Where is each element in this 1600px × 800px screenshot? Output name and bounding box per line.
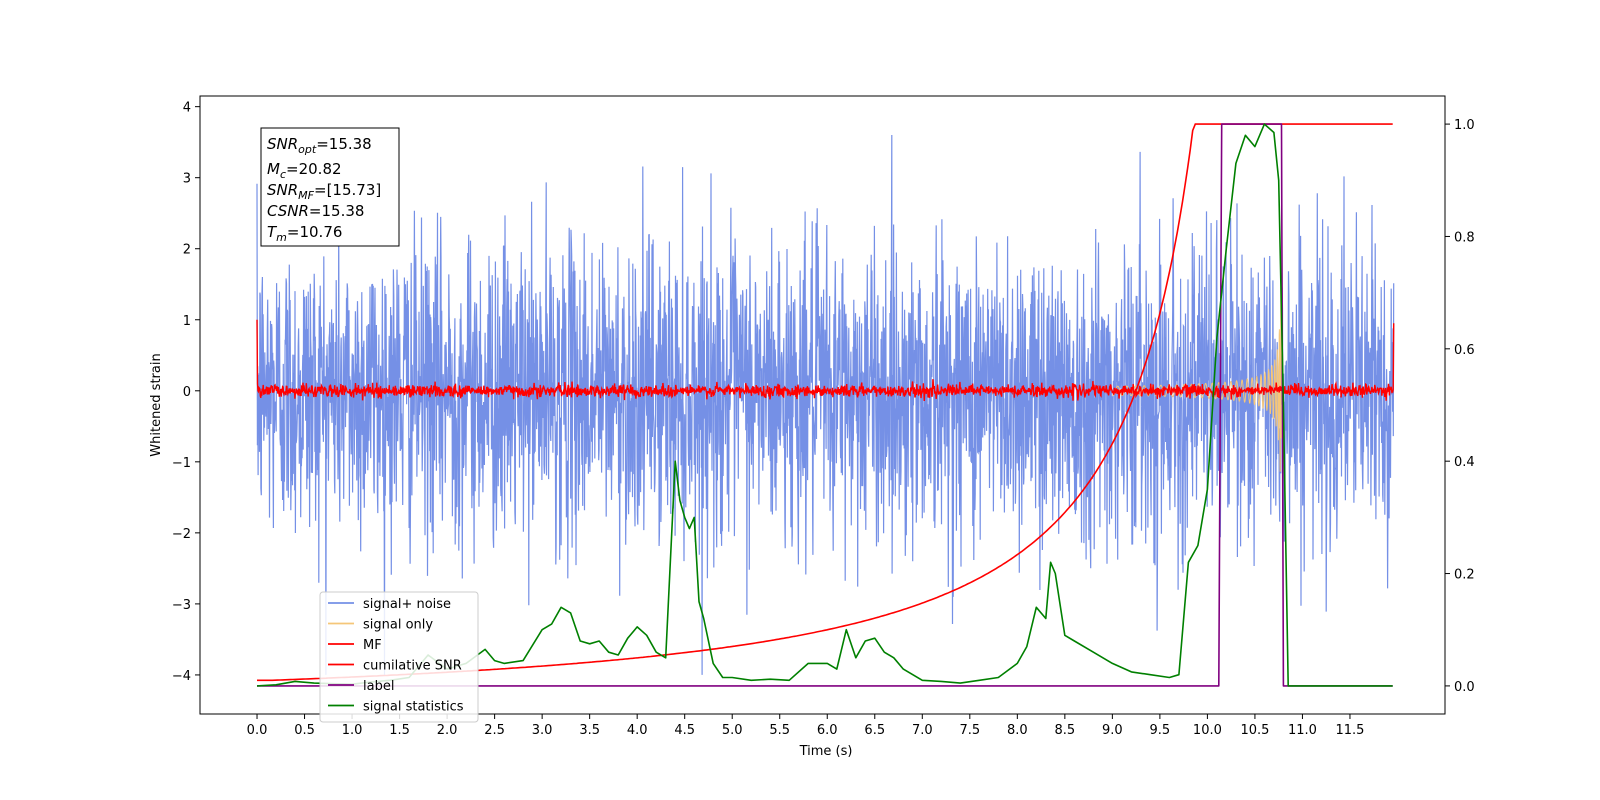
x-tick-label: 3.0 xyxy=(532,723,553,738)
series-mf xyxy=(256,319,1395,402)
x-tick-label: 10.5 xyxy=(1240,723,1269,738)
y-tick-label: 0 xyxy=(183,385,191,400)
y-tick-label: 2 xyxy=(183,243,191,258)
x-tick-label: 11.5 xyxy=(1335,723,1364,738)
y-tick-label: 3 xyxy=(183,172,191,187)
y2-tick-label: 0.4 xyxy=(1454,455,1475,470)
legend-frame xyxy=(319,591,479,723)
info-tm-symbol: T xyxy=(267,223,278,241)
y-tick-label: −4 xyxy=(172,669,191,684)
y-tick-label: −1 xyxy=(172,456,191,471)
axes-layer: 0.0 0.5 1.0 1.5 2.0 2.5 3.0 3.5 4.0 4.5 5.0 5.5 6.0 6… xyxy=(172,101,1475,738)
x-tick-label: 0.5 xyxy=(294,723,315,738)
y-axis-label: Whitened strain xyxy=(149,353,164,456)
y2-tick-label: 0.0 xyxy=(1454,680,1475,695)
y2-tick-label: 0.8 xyxy=(1454,230,1475,245)
x-tick-label: 9.0 xyxy=(1102,723,1123,738)
info-mc-subscript: c xyxy=(280,168,286,181)
legend-label: label xyxy=(363,679,394,694)
info-csnr-symbol: CSNR xyxy=(267,202,309,220)
x-tick-label: 5.5 xyxy=(769,723,790,738)
legend: signal+ noise signal only MF cumilative SNR… xyxy=(319,591,479,723)
y2-tick-label: 0.6 xyxy=(1454,343,1475,358)
y2-tick-label: 0.2 xyxy=(1454,568,1475,583)
info-snr-opt-subscript: opt xyxy=(298,143,317,156)
y2-tick-label: 1.0 xyxy=(1454,118,1475,133)
info-snr-mf-subscript: MF xyxy=(298,189,314,202)
info-mc: Mc=20.82 xyxy=(267,160,342,181)
x-tick-label: 4.5 xyxy=(674,723,695,738)
info-csnr-value: =15.38 xyxy=(309,202,365,220)
y-tick-label: −2 xyxy=(172,527,191,542)
x-tick-label: 6.0 xyxy=(817,723,838,738)
x-tick-label: 11.0 xyxy=(1288,723,1317,738)
series-signal-noise xyxy=(256,134,1395,675)
x-tick-label: 5.0 xyxy=(722,723,743,738)
plot-frame xyxy=(199,95,1446,715)
info-snr-mf-value: =[15.73] xyxy=(314,181,381,199)
info-snr-opt: SNRopt=15.38 xyxy=(267,135,372,156)
y-tick-label: −3 xyxy=(172,598,191,613)
info-tm-value: =10.76 xyxy=(287,223,343,241)
info-box-frame xyxy=(260,127,400,247)
x-tick-label: 1.0 xyxy=(342,723,363,738)
y-tick-label: 1 xyxy=(183,314,191,329)
x-tick-label: 9.5 xyxy=(1150,723,1171,738)
info-mc-symbol: M xyxy=(267,160,280,178)
x-tick-label: 1.5 xyxy=(389,723,410,738)
info-box: SNRopt=15.38 Mc=20.82 SNRMF=[15.73] CSNR… xyxy=(260,127,400,247)
x-tick-label: 3.5 xyxy=(579,723,600,738)
legend-label: signal statistics xyxy=(363,700,464,715)
x-tick-label: 7.5 xyxy=(959,723,980,738)
x-tick-label: 7.0 xyxy=(912,723,933,738)
series-signal-statistics xyxy=(256,123,1393,687)
x-tick-label: 10.0 xyxy=(1193,723,1222,738)
info-snr-opt-value: =15.38 xyxy=(316,135,372,153)
x-tick-label: 0.0 xyxy=(247,723,268,738)
x-tick-label: 8.0 xyxy=(1007,723,1028,738)
x-axis-label: Time (s) xyxy=(799,744,853,759)
info-snr-opt-symbol: SNR xyxy=(267,135,298,153)
info-snr-mf-symbol: SNR xyxy=(267,181,298,199)
legend-label: signal only xyxy=(363,618,433,633)
y-tick-label: 4 xyxy=(183,101,191,116)
x-tick-label: 2.0 xyxy=(437,723,458,738)
info-snr-mf: SNRMF=[15.73] xyxy=(267,181,381,202)
info-mc-value: =20.82 xyxy=(286,160,342,178)
legend-label: signal+ noise xyxy=(363,597,451,612)
legend-label: MF xyxy=(363,638,382,653)
x-tick-label: 4.0 xyxy=(627,723,648,738)
info-tm-subscript: m xyxy=(276,231,287,244)
info-csnr: CSNR=15.38 xyxy=(267,202,364,220)
x-tick-label: 6.5 xyxy=(864,723,885,738)
x-tick-label: 8.5 xyxy=(1055,723,1076,738)
x-tick-label: 2.5 xyxy=(484,723,505,738)
legend-label: cumilative SNR xyxy=(363,659,462,674)
info-tm: Tm=10.76 xyxy=(267,223,342,244)
